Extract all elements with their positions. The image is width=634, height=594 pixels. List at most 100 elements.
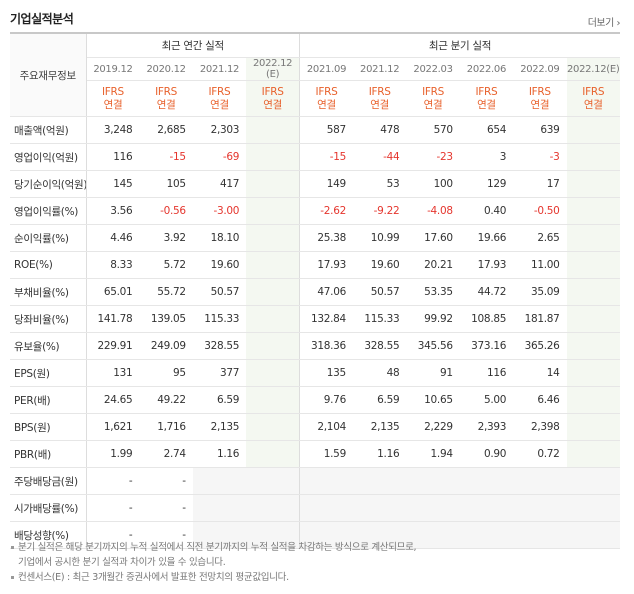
column-date: 2022.03 [406, 57, 460, 81]
empty-cell [513, 467, 567, 495]
value-cell: 2.65 [513, 224, 567, 252]
value-cell: 3.92 [139, 224, 193, 252]
column-date: 2020.12 [139, 57, 193, 81]
estimate-mark: (E) [606, 63, 620, 75]
value-cell: 14 [513, 359, 567, 387]
value-cell: 53.35 [406, 278, 460, 306]
empty-cell [246, 440, 300, 468]
row-label: 영업이익률(%) [10, 197, 87, 225]
column-date: 2022.12(E) [246, 57, 300, 81]
value-cell: 129 [459, 170, 514, 198]
row-label: PBR(배) [10, 440, 87, 468]
value-cell: 0.72 [513, 440, 567, 468]
row-label: 당좌비율(%) [10, 305, 87, 333]
value-cell: -69 [192, 143, 247, 171]
value-cell: 49.22 [139, 386, 193, 414]
value-cell: 2,685 [139, 116, 193, 144]
empty-cell [246, 359, 300, 387]
consolidation: 연결 [530, 98, 550, 111]
value-cell: 249.09 [139, 332, 193, 360]
value-cell: -2.62 [299, 197, 353, 225]
value-cell: 149 [299, 170, 353, 198]
value-cell: 50.57 [192, 278, 247, 306]
value-cell: 105 [139, 170, 193, 198]
empty-cell [566, 359, 620, 387]
data-row: ROE(%) 8.33 5.72 19.60 17.93 19.60 20.21 17.93 1… [10, 251, 620, 279]
data-row: 영업이익률(%) 3.56 -0.56 -3.00 -2.62 -9.22 -4.08 0.4… [10, 197, 620, 225]
estimate-mark: (E) [266, 69, 280, 80]
data-row: 당좌비율(%) 141.78 139.05 115.33 132.84 115.33 99.… [10, 305, 620, 333]
value-cell: 95 [139, 359, 193, 387]
footnote: 분기 실적은 해당 분기까지의 누적 실적에서 직전 분기까지의 누적 실적을 … [10, 540, 417, 555]
value-cell: 2,393 [459, 413, 514, 441]
value-cell: 9.76 [299, 386, 353, 414]
value-cell: 116 [86, 143, 140, 171]
value-cell: 478 [352, 116, 407, 144]
consolidation: 연결 [370, 98, 390, 111]
consolidation: 연결 [477, 98, 496, 111]
value-cell: 91 [406, 359, 460, 387]
column-basis: IFRS 연결 [406, 80, 460, 117]
group-header: 최근 분기 실적 [299, 33, 620, 58]
value-cell: 17.93 [459, 251, 514, 279]
date-text: 2022.12 [567, 63, 607, 75]
empty-cell [192, 467, 247, 495]
empty-cell [566, 197, 620, 225]
value-cell: 5.00 [459, 386, 514, 414]
empty-cell [246, 467, 300, 495]
empty-cell [566, 278, 620, 306]
header-row: 주요재무정보 최근 연간 실적 최근 분기 실적 [10, 33, 620, 117]
date-text: 2022.03 [413, 63, 453, 75]
date-text: 2021.09 [306, 63, 347, 75]
empty-cell [352, 467, 407, 495]
empty-cell [352, 521, 407, 549]
row-label: 시가배당률(%) [10, 494, 87, 522]
data-row: 유보율(%) 229.91 249.09 328.55 318.36 328.55 345.… [10, 332, 620, 360]
date-text: 2019.12 [93, 63, 133, 75]
value-cell: 50.57 [352, 278, 407, 306]
value-cell: 1.59 [299, 440, 353, 468]
empty-cell [406, 521, 460, 549]
consolidation: 연결 [156, 98, 176, 111]
value-cell: 1.16 [352, 440, 407, 468]
value-cell: 35.09 [513, 278, 567, 306]
empty-cell [246, 224, 300, 252]
value-cell: 2.74 [139, 440, 193, 468]
value-cell: - [139, 521, 193, 549]
data-row: 당기순이익(억원) 145 105 417 149 53 100 129 17 [10, 170, 620, 198]
data-row: EPS(원) 131 95 377 135 48 91 116 14 [10, 359, 620, 387]
value-cell: 345.56 [406, 332, 460, 360]
gaap: IFRS [155, 85, 178, 98]
value-cell: 1.94 [406, 440, 460, 468]
group-header: 최근 연간 실적 [85, 33, 300, 58]
empty-cell [566, 440, 620, 468]
value-cell: 1,621 [86, 413, 140, 441]
empty-cell [566, 332, 620, 360]
consolidation: 연결 [210, 98, 229, 111]
column-basis: IFRS 연결 [566, 80, 620, 117]
date-text: 2022.12 [252, 58, 293, 69]
value-cell: 17.60 [406, 224, 460, 252]
consolidation: 연결 [263, 98, 282, 111]
value-cell: 373.16 [459, 332, 514, 360]
row-label: 주당배당금(원) [10, 467, 87, 495]
column-date: 2022.09 [513, 57, 567, 81]
row-label: 당기순이익(억원) [10, 170, 87, 198]
value-cell: -4.08 [406, 197, 460, 225]
empty-cell [246, 170, 300, 198]
empty-cell [566, 467, 620, 495]
value-cell: 99.92 [406, 305, 460, 333]
gaap: IFRS [101, 85, 124, 98]
date-text: 2022.06 [466, 63, 507, 75]
value-cell: - [139, 494, 193, 522]
column-basis: IFRS 연결 [299, 80, 353, 117]
column-basis: IFRS 연결 [86, 80, 140, 117]
value-cell: 1.16 [192, 440, 247, 468]
gaap: IFRS [528, 85, 551, 98]
value-cell: 145 [86, 170, 140, 198]
empty-cell [566, 386, 620, 414]
date-text: 2020.12 [146, 63, 186, 75]
row-label: 배당성향(%) [10, 521, 87, 549]
more-link[interactable]: 더보기 [588, 14, 620, 29]
